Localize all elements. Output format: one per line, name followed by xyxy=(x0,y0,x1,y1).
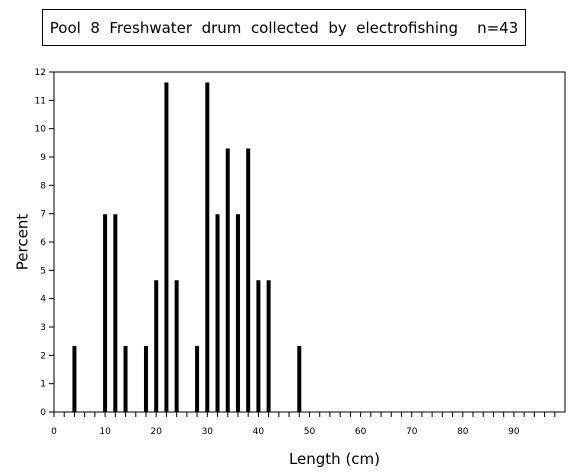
x-tick-label: 40 xyxy=(253,427,265,437)
y-tick-label: 4 xyxy=(40,295,46,305)
bar xyxy=(246,148,251,412)
bar xyxy=(195,345,200,412)
bar xyxy=(103,214,108,412)
y-tick-label: 6 xyxy=(40,238,46,248)
bar xyxy=(164,82,169,412)
y-tick-label: 8 xyxy=(40,181,46,191)
y-tick-label: 10 xyxy=(35,125,47,135)
y-tick-label: 0 xyxy=(40,408,46,418)
x-tick-label: 30 xyxy=(202,427,214,437)
plot-frame xyxy=(53,71,566,413)
y-tick-label: 1 xyxy=(40,380,46,390)
bar xyxy=(143,345,148,412)
x-tick-label: 0 xyxy=(51,427,57,437)
x-tick-label: 80 xyxy=(457,427,469,437)
y-tick-label: 7 xyxy=(40,210,46,220)
bar xyxy=(297,345,302,412)
x-tick-label: 90 xyxy=(508,427,520,437)
x-tick-label: 70 xyxy=(406,427,418,437)
x-tick-label: 20 xyxy=(150,427,162,437)
bar xyxy=(235,214,240,412)
y-tick-label: 9 xyxy=(40,153,46,163)
bar xyxy=(205,82,210,412)
y-tick-label: 3 xyxy=(40,323,46,333)
bars xyxy=(72,82,302,412)
bar xyxy=(266,280,271,412)
y-tick-label: 12 xyxy=(35,68,46,78)
bar xyxy=(225,148,230,412)
bar xyxy=(154,280,159,412)
y-tick-label: 2 xyxy=(40,351,46,361)
y-tick-label: 11 xyxy=(35,96,46,106)
x-axis-title: Length (cm) xyxy=(289,450,380,468)
bar xyxy=(72,345,77,412)
plot-border xyxy=(53,71,566,413)
bar xyxy=(215,214,220,412)
x-axis: 0 10 20 30 40 50 60 70 80 90 xyxy=(51,412,556,437)
y-axis-title: Percent xyxy=(13,214,31,271)
bar xyxy=(256,280,261,412)
bar xyxy=(123,345,128,412)
x-tick-label: 50 xyxy=(304,427,316,437)
x-tick-label: 10 xyxy=(99,427,111,437)
bar xyxy=(113,214,118,412)
y-tick-label: 5 xyxy=(40,266,46,276)
bar xyxy=(174,280,179,412)
chart-title: Pool 8 Freshwater drum collected by elec… xyxy=(42,9,526,46)
x-tick-label: 60 xyxy=(355,427,367,437)
